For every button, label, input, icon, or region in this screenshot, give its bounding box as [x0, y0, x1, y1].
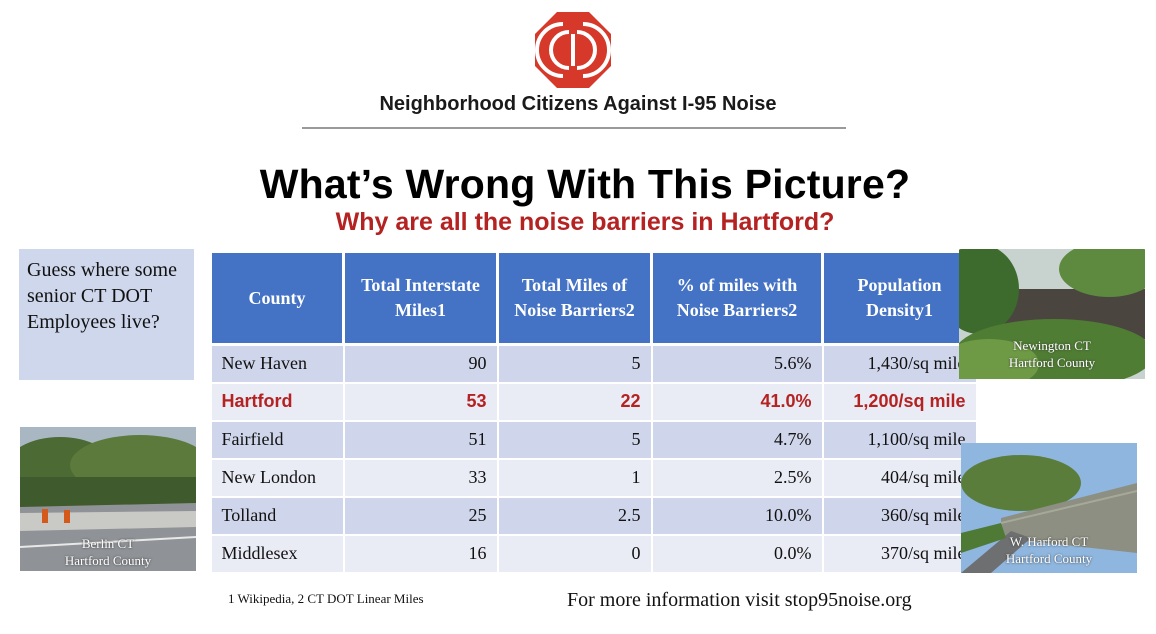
w-harford-ct-photo: W. Harford CT Hartford County: [961, 443, 1137, 573]
newington-caption-county: Hartford County: [1008, 355, 1096, 370]
header-divider: [302, 127, 846, 129]
cell-interstate-miles: 51: [342, 419, 499, 460]
cell-county: New London: [209, 457, 345, 498]
cell-interstate-miles: 16: [342, 533, 499, 574]
cell-barrier-miles: 0: [496, 533, 653, 574]
berlin-ct-photo: Berlin CT Hartford County: [20, 427, 196, 571]
cell-interstate-miles: 33: [342, 457, 499, 498]
berlin-caption-county: Hartford County: [64, 553, 152, 568]
cell-barrier-miles: 2.5: [496, 495, 653, 536]
cell-county: Middlesex: [209, 533, 345, 574]
berlin-caption-town: Berlin CT: [81, 536, 135, 551]
col-header-pct-barriers: % of miles with Noise Barriers2: [650, 250, 824, 346]
table-row: Tolland 25 2.5 10.0% 360/sq mile: [209, 495, 978, 536]
cell-barrier-miles: 22: [496, 381, 653, 422]
cell-county: Fairfield: [209, 419, 345, 460]
cell-barrier-miles: 5: [496, 419, 653, 460]
cell-interstate-miles: 25: [342, 495, 499, 536]
callout-text: Guess where some senior CT DOT Employees…: [27, 259, 177, 333]
table-row: New London 33 1 2.5% 404/sq mile: [209, 457, 978, 498]
cell-pct-barriers: 10.0%: [650, 495, 824, 536]
w-harford-caption-town: W. Harford CT: [1009, 534, 1089, 549]
page-title: What’s Wrong With This Picture?: [259, 161, 911, 207]
col-header-barrier-miles: Total Miles of Noise Barriers2: [496, 250, 653, 346]
source-footnote: 1 Wikipedia, 2 CT DOT Linear Miles: [228, 591, 424, 606]
cell-county: New Haven: [209, 343, 345, 384]
col-header-interstate-miles: Total Interstate Miles1: [342, 250, 499, 346]
cell-pct-barriers: 0.0%: [650, 533, 824, 574]
w-harford-caption-county: Hartford County: [1005, 551, 1093, 566]
cell-pct-barriers: 2.5%: [650, 457, 824, 498]
cell-pct-barriers: 4.7%: [650, 419, 824, 460]
octagon-sound-wave-icon: [533, 10, 613, 90]
cell-density: 1,430/sq mile: [821, 343, 978, 384]
more-info-text: For more information visit stop95noise.o…: [567, 589, 912, 611]
organization-name: Neighborhood Citizens Against I-95 Noise: [379, 93, 777, 115]
cell-barrier-miles: 5: [496, 343, 653, 384]
cell-county: Hartford: [209, 381, 345, 422]
cell-density: 1,100/sq mile: [821, 419, 978, 460]
cell-interstate-miles: 53: [342, 381, 499, 422]
newington-ct-photo: Newington CT Hartford County: [959, 249, 1145, 379]
cell-pct-barriers: 5.6%: [650, 343, 824, 384]
table-row-highlighted: Hartford 53 22 41.0% 1,200/sq mile: [209, 381, 978, 422]
cell-barrier-miles: 1: [496, 457, 653, 498]
table-row: New Haven 90 5 5.6% 1,430/sq mile: [209, 343, 978, 384]
cell-county: Tolland: [209, 495, 345, 536]
cell-density: 1,200/sq mile: [821, 381, 978, 422]
cell-interstate-miles: 90: [342, 343, 499, 384]
cell-pct-barriers: 41.0%: [650, 381, 824, 422]
newington-caption-town: Newington CT: [1013, 338, 1091, 353]
page-subtitle: Why are all the noise barriers in Hartfo…: [335, 208, 835, 236]
col-header-population-density: Population Density1: [821, 250, 978, 346]
noise-barrier-table: County Total Interstate Miles1 Total Mil…: [209, 250, 978, 574]
cell-density: 370/sq mile: [821, 533, 978, 574]
table-row: Middlesex 16 0 0.0% 370/sq mile: [209, 533, 978, 574]
cell-density: 404/sq mile: [821, 457, 978, 498]
table-header-row: County Total Interstate Miles1 Total Mil…: [209, 250, 978, 346]
col-header-county: County: [209, 250, 345, 346]
callout-box: Guess where some senior CT DOT Employees…: [19, 249, 194, 380]
table-row: Fairfield 51 5 4.7% 1,100/sq mile: [209, 419, 978, 460]
cell-density: 360/sq mile: [821, 495, 978, 536]
